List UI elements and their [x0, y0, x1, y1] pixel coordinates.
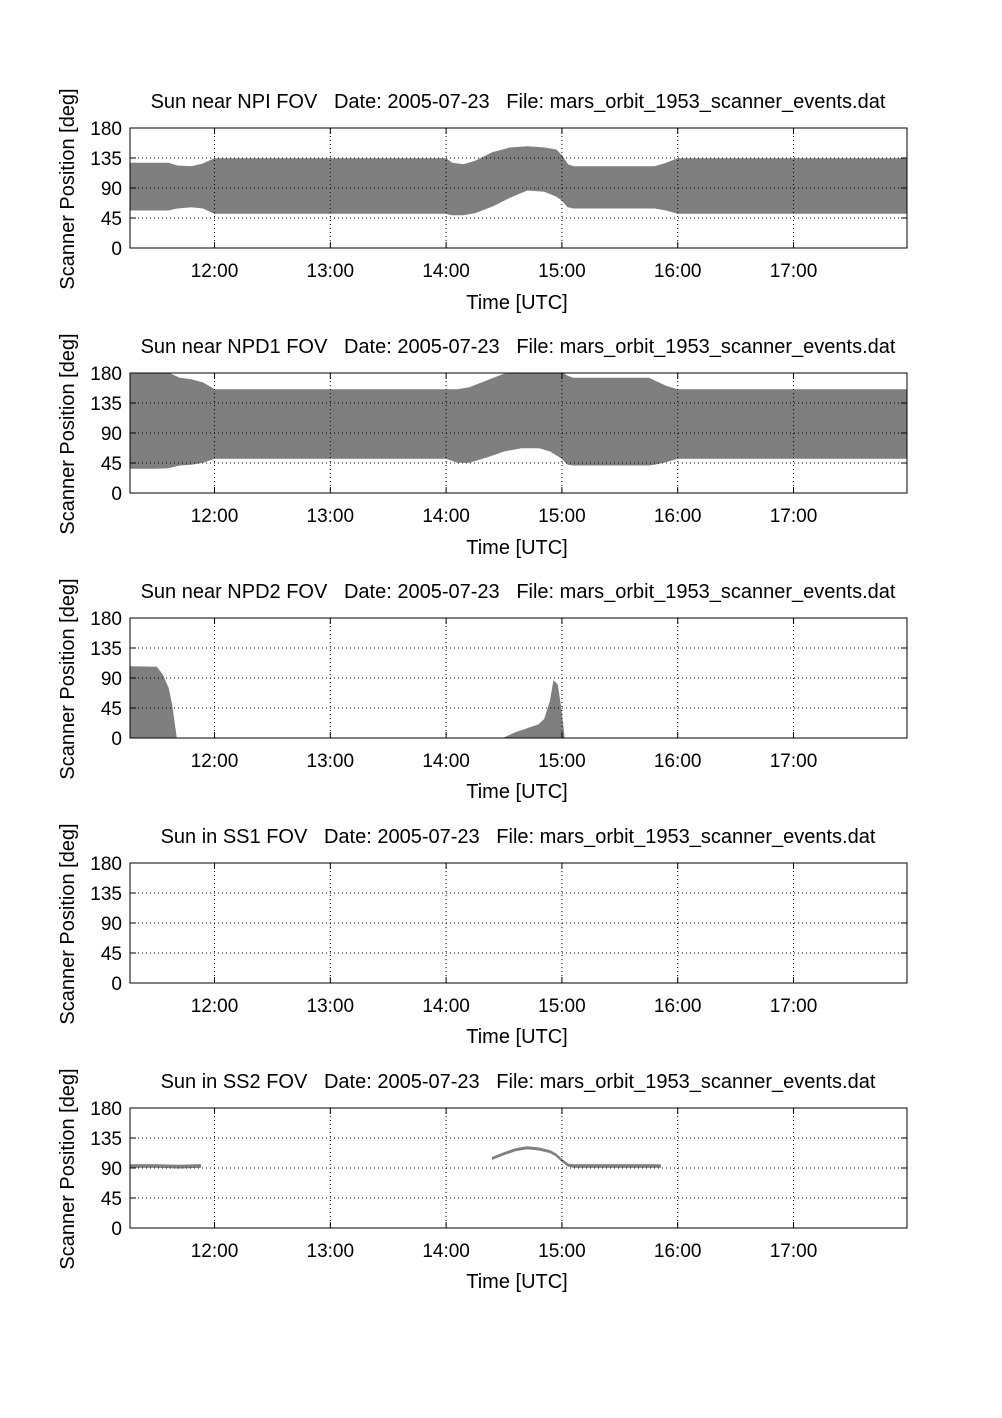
chart-title: Sun near NPD2 FOV Date: 2005-07-23 File:… [141, 581, 896, 603]
y-axis-label: Scanner Position [deg] [57, 578, 79, 779]
x-tick-label: 15:00 [538, 506, 586, 527]
x-tick-label: 13:00 [307, 751, 355, 772]
y-axis-label: Scanner Position [deg] [57, 88, 79, 289]
x-tick-label: 12:00 [191, 1241, 239, 1262]
y-tick-label: 180 [90, 119, 122, 140]
y-tick-label: 45 [101, 454, 122, 475]
plot-area: 12:00 13:00 14:00 15:00 16:00 17:00 0 45 90 135 18… [90, 1099, 908, 1262]
x-tick-label: 15:00 [538, 751, 586, 772]
x-axis-label: Time [UTC] [466, 781, 567, 803]
y-tick-label: 135 [90, 394, 122, 415]
x-axis-label: Time [UTC] [466, 1026, 567, 1048]
y-tick-label: 180 [90, 854, 122, 875]
y-tick-label: 90 [101, 914, 122, 935]
x-tick-label: 12:00 [191, 506, 239, 527]
x-tick-label: 12:00 [191, 996, 239, 1017]
y-tick-label: 90 [101, 669, 122, 690]
chart-panel-3: Sun near NPD2 FOV Date: 2005-07-23 File:… [57, 578, 908, 803]
x-tick-label: 12:00 [191, 751, 239, 772]
y-tick-label: 135 [90, 639, 122, 660]
x-tick-label: 14:00 [422, 1241, 470, 1262]
y-tick-label: 180 [90, 1099, 122, 1120]
y-tick-label: 45 [101, 1189, 122, 1210]
y-axis-label: Scanner Position [deg] [57, 333, 79, 534]
plot-area: 12:00 13:00 14:00 15:00 16:00 17:00 0 45 90 135 18… [90, 364, 908, 527]
y-tick-label: 135 [90, 884, 122, 905]
x-tick-label: 17:00 [770, 996, 818, 1017]
y-tick-label: 90 [101, 179, 122, 200]
x-tick-label: 15:00 [538, 261, 586, 282]
y-tick-label: 0 [111, 239, 122, 260]
chart-panel-5: Sun in SS2 FOV Date: 2005-07-23 File: ma… [57, 1068, 908, 1293]
plot-area: 12:00 13:00 14:00 15:00 16:00 17:00 0 45 90 135 18… [90, 609, 908, 772]
y-tick-label: 135 [90, 1129, 122, 1150]
y-tick-label: 135 [90, 149, 122, 170]
chart-panel-4: Sun in SS1 FOV Date: 2005-07-23 File: ma… [57, 823, 908, 1048]
x-tick-label: 13:00 [307, 261, 355, 282]
y-tick-label: 180 [90, 364, 122, 385]
y-tick-label: 180 [90, 609, 122, 630]
x-tick-label: 17:00 [770, 506, 818, 527]
y-axis-label: Scanner Position [deg] [57, 823, 79, 1024]
x-tick-label: 16:00 [654, 1241, 702, 1262]
x-axis-label: Time [UTC] [466, 1271, 567, 1293]
y-tick-label: 90 [101, 424, 122, 445]
y-tick-label: 90 [101, 1159, 122, 1180]
y-tick-label: 0 [111, 729, 122, 750]
chart-panel-2: Sun near NPD1 FOV Date: 2005-07-23 File:… [57, 333, 908, 559]
x-tick-label: 14:00 [422, 751, 470, 772]
x-tick-label: 16:00 [654, 996, 702, 1017]
chart-title: Sun in SS2 FOV Date: 2005-07-23 File: ma… [161, 1071, 876, 1093]
x-tick-label: 13:00 [307, 1241, 355, 1262]
chart-title: Sun near NPD1 FOV Date: 2005-07-23 File:… [141, 336, 896, 358]
x-tick-label: 12:00 [191, 261, 239, 282]
data-band-2 [491, 1146, 661, 1168]
x-tick-label: 14:00 [422, 506, 470, 527]
x-tick-label: 13:00 [307, 996, 355, 1017]
y-tick-label: 45 [101, 209, 122, 230]
plot-area: 12:00 13:00 14:00 15:00 16:00 17:00 0 45 90 135 18… [90, 854, 908, 1017]
x-tick-label: 17:00 [770, 751, 818, 772]
y-tick-label: 0 [111, 484, 122, 505]
x-tick-label: 16:00 [654, 506, 702, 527]
x-tick-label: 13:00 [307, 506, 355, 527]
y-axis-label: Scanner Position [deg] [57, 1068, 79, 1269]
x-tick-label: 17:00 [770, 261, 818, 282]
x-axis-label: Time [UTC] [466, 292, 567, 314]
x-tick-label: 15:00 [538, 996, 586, 1017]
chart-title: Sun in SS1 FOV Date: 2005-07-23 File: ma… [161, 826, 876, 848]
x-tick-label: 14:00 [422, 261, 470, 282]
chart-title: Sun near NPI FOV Date: 2005-07-23 File: … [151, 91, 886, 113]
x-tick-label: 16:00 [654, 751, 702, 772]
x-tick-label: 15:00 [538, 1241, 586, 1262]
x-axis-label: Time [UTC] [466, 537, 567, 559]
y-tick-label: 0 [111, 974, 122, 995]
x-tick-label: 17:00 [770, 1241, 818, 1262]
y-tick-label: 45 [101, 699, 122, 720]
x-tick-label: 14:00 [422, 996, 470, 1017]
y-tick-label: 0 [111, 1219, 122, 1240]
chart-panel-1: Sun near NPI FOV Date: 2005-07-23 File: … [57, 88, 908, 314]
plot-area: 12:00 13:00 14:00 15:00 16:00 17:00 0 45 90 135 18… [90, 119, 908, 282]
x-tick-label: 16:00 [654, 261, 702, 282]
data-band-1 [129, 1164, 202, 1169]
y-tick-label: 45 [101, 944, 122, 965]
